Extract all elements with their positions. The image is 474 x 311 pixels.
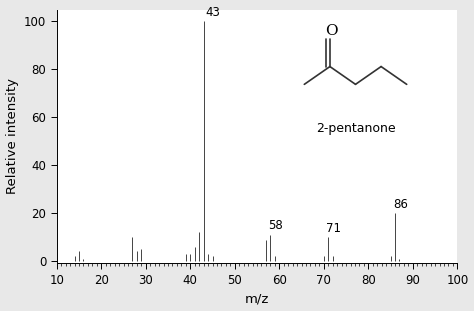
- Text: 86: 86: [393, 198, 408, 211]
- Text: 71: 71: [326, 222, 341, 235]
- Text: O: O: [325, 24, 338, 38]
- Y-axis label: Relative intensity: Relative intensity: [6, 78, 18, 194]
- Text: 2-pentanone: 2-pentanone: [316, 122, 395, 135]
- Text: 58: 58: [268, 219, 283, 232]
- Text: 43: 43: [206, 6, 221, 19]
- X-axis label: m/z: m/z: [245, 292, 269, 305]
